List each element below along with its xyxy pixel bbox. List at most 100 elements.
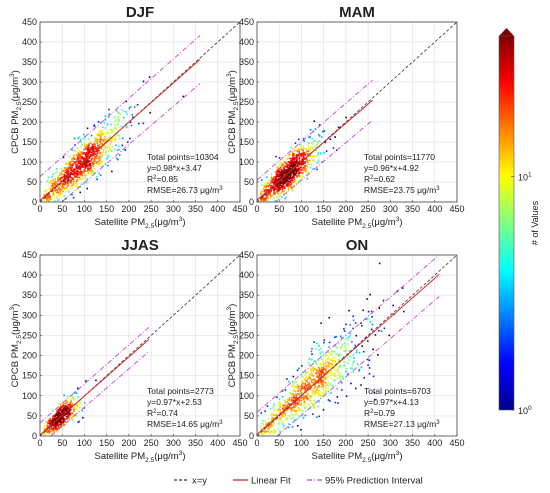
data-point [94, 148, 97, 150]
data-point [292, 159, 294, 161]
y-tick-label: 450 [239, 250, 254, 260]
data-point [102, 126, 104, 129]
data-point [309, 385, 312, 388]
data-point [92, 149, 94, 151]
data-point [302, 376, 304, 379]
data-point [109, 143, 112, 145]
data-point [70, 182, 72, 184]
data-point [57, 426, 60, 428]
data-point [320, 386, 323, 389]
data-point [53, 184, 56, 186]
data-point [305, 392, 307, 394]
data-point [62, 419, 65, 421]
data-point [290, 160, 292, 162]
data-point [82, 163, 85, 166]
data-point [272, 177, 275, 179]
data-point [111, 170, 113, 173]
data-point [299, 390, 302, 393]
data-point [334, 375, 337, 377]
data-point [77, 153, 80, 155]
data-point [82, 133, 85, 136]
data-point [82, 416, 84, 419]
data-point [61, 413, 64, 415]
data-point [331, 360, 334, 362]
data-point [54, 415, 57, 417]
data-point [282, 408, 284, 410]
data-point [65, 163, 68, 166]
data-point [69, 413, 72, 416]
data-point [96, 133, 99, 136]
data-point [82, 158, 85, 160]
prediction-interval-line [50, 351, 150, 437]
data-point [294, 149, 296, 151]
data-point [278, 408, 281, 411]
data-point [345, 347, 347, 350]
data-point [90, 158, 93, 161]
data-point [297, 155, 300, 157]
data-point [303, 400, 306, 403]
data-point [295, 405, 297, 407]
data-point [323, 152, 326, 154]
data-point [315, 369, 318, 371]
data-point [123, 116, 125, 119]
data-point [304, 371, 307, 373]
data-point [308, 163, 311, 166]
data-point [306, 378, 309, 380]
data-point [50, 179, 52, 182]
data-point [299, 176, 302, 179]
data-point [52, 420, 54, 423]
data-point [130, 124, 133, 127]
data-point [50, 184, 53, 187]
data-point [98, 150, 100, 152]
data-point [54, 418, 56, 421]
data-point [91, 170, 94, 172]
data-point [60, 424, 62, 427]
data-point [350, 367, 352, 369]
data-point [48, 181, 50, 184]
data-point [272, 197, 275, 199]
data-point [320, 322, 322, 325]
data-point [57, 175, 60, 178]
prediction-interval-line [275, 119, 373, 203]
data-point [290, 407, 292, 410]
data-point [57, 199, 60, 201]
data-point [80, 161, 82, 163]
data-point [311, 137, 313, 140]
data-point [55, 414, 58, 417]
data-point [296, 399, 298, 402]
data-point [129, 106, 132, 108]
data-point [313, 404, 315, 407]
data-point [267, 185, 270, 188]
data-point [285, 196, 287, 198]
data-point [302, 161, 304, 163]
data-point [345, 395, 348, 398]
data-point [90, 160, 93, 162]
data-point [282, 415, 284, 418]
data-point [307, 389, 309, 392]
data-point [289, 175, 292, 178]
data-point [88, 151, 91, 153]
data-point [294, 398, 297, 401]
data-point [353, 357, 355, 359]
data-point [46, 195, 49, 197]
data-point [109, 128, 112, 131]
data-point [300, 164, 303, 166]
data-point [302, 152, 304, 154]
data-point [322, 381, 324, 383]
data-point [280, 168, 283, 171]
data-point [70, 169, 73, 172]
data-point [313, 139, 315, 142]
data-point [366, 298, 368, 300]
data-point [289, 183, 292, 186]
data-point [63, 195, 66, 197]
data-point [294, 390, 297, 393]
data-point [54, 413, 57, 416]
data-point [86, 157, 88, 159]
data-point [299, 163, 302, 166]
data-point [275, 181, 277, 184]
data-point [339, 376, 341, 379]
data-point [79, 155, 82, 158]
data-point [324, 355, 326, 358]
prediction-interval-line [39, 326, 150, 424]
data-point [57, 416, 59, 419]
